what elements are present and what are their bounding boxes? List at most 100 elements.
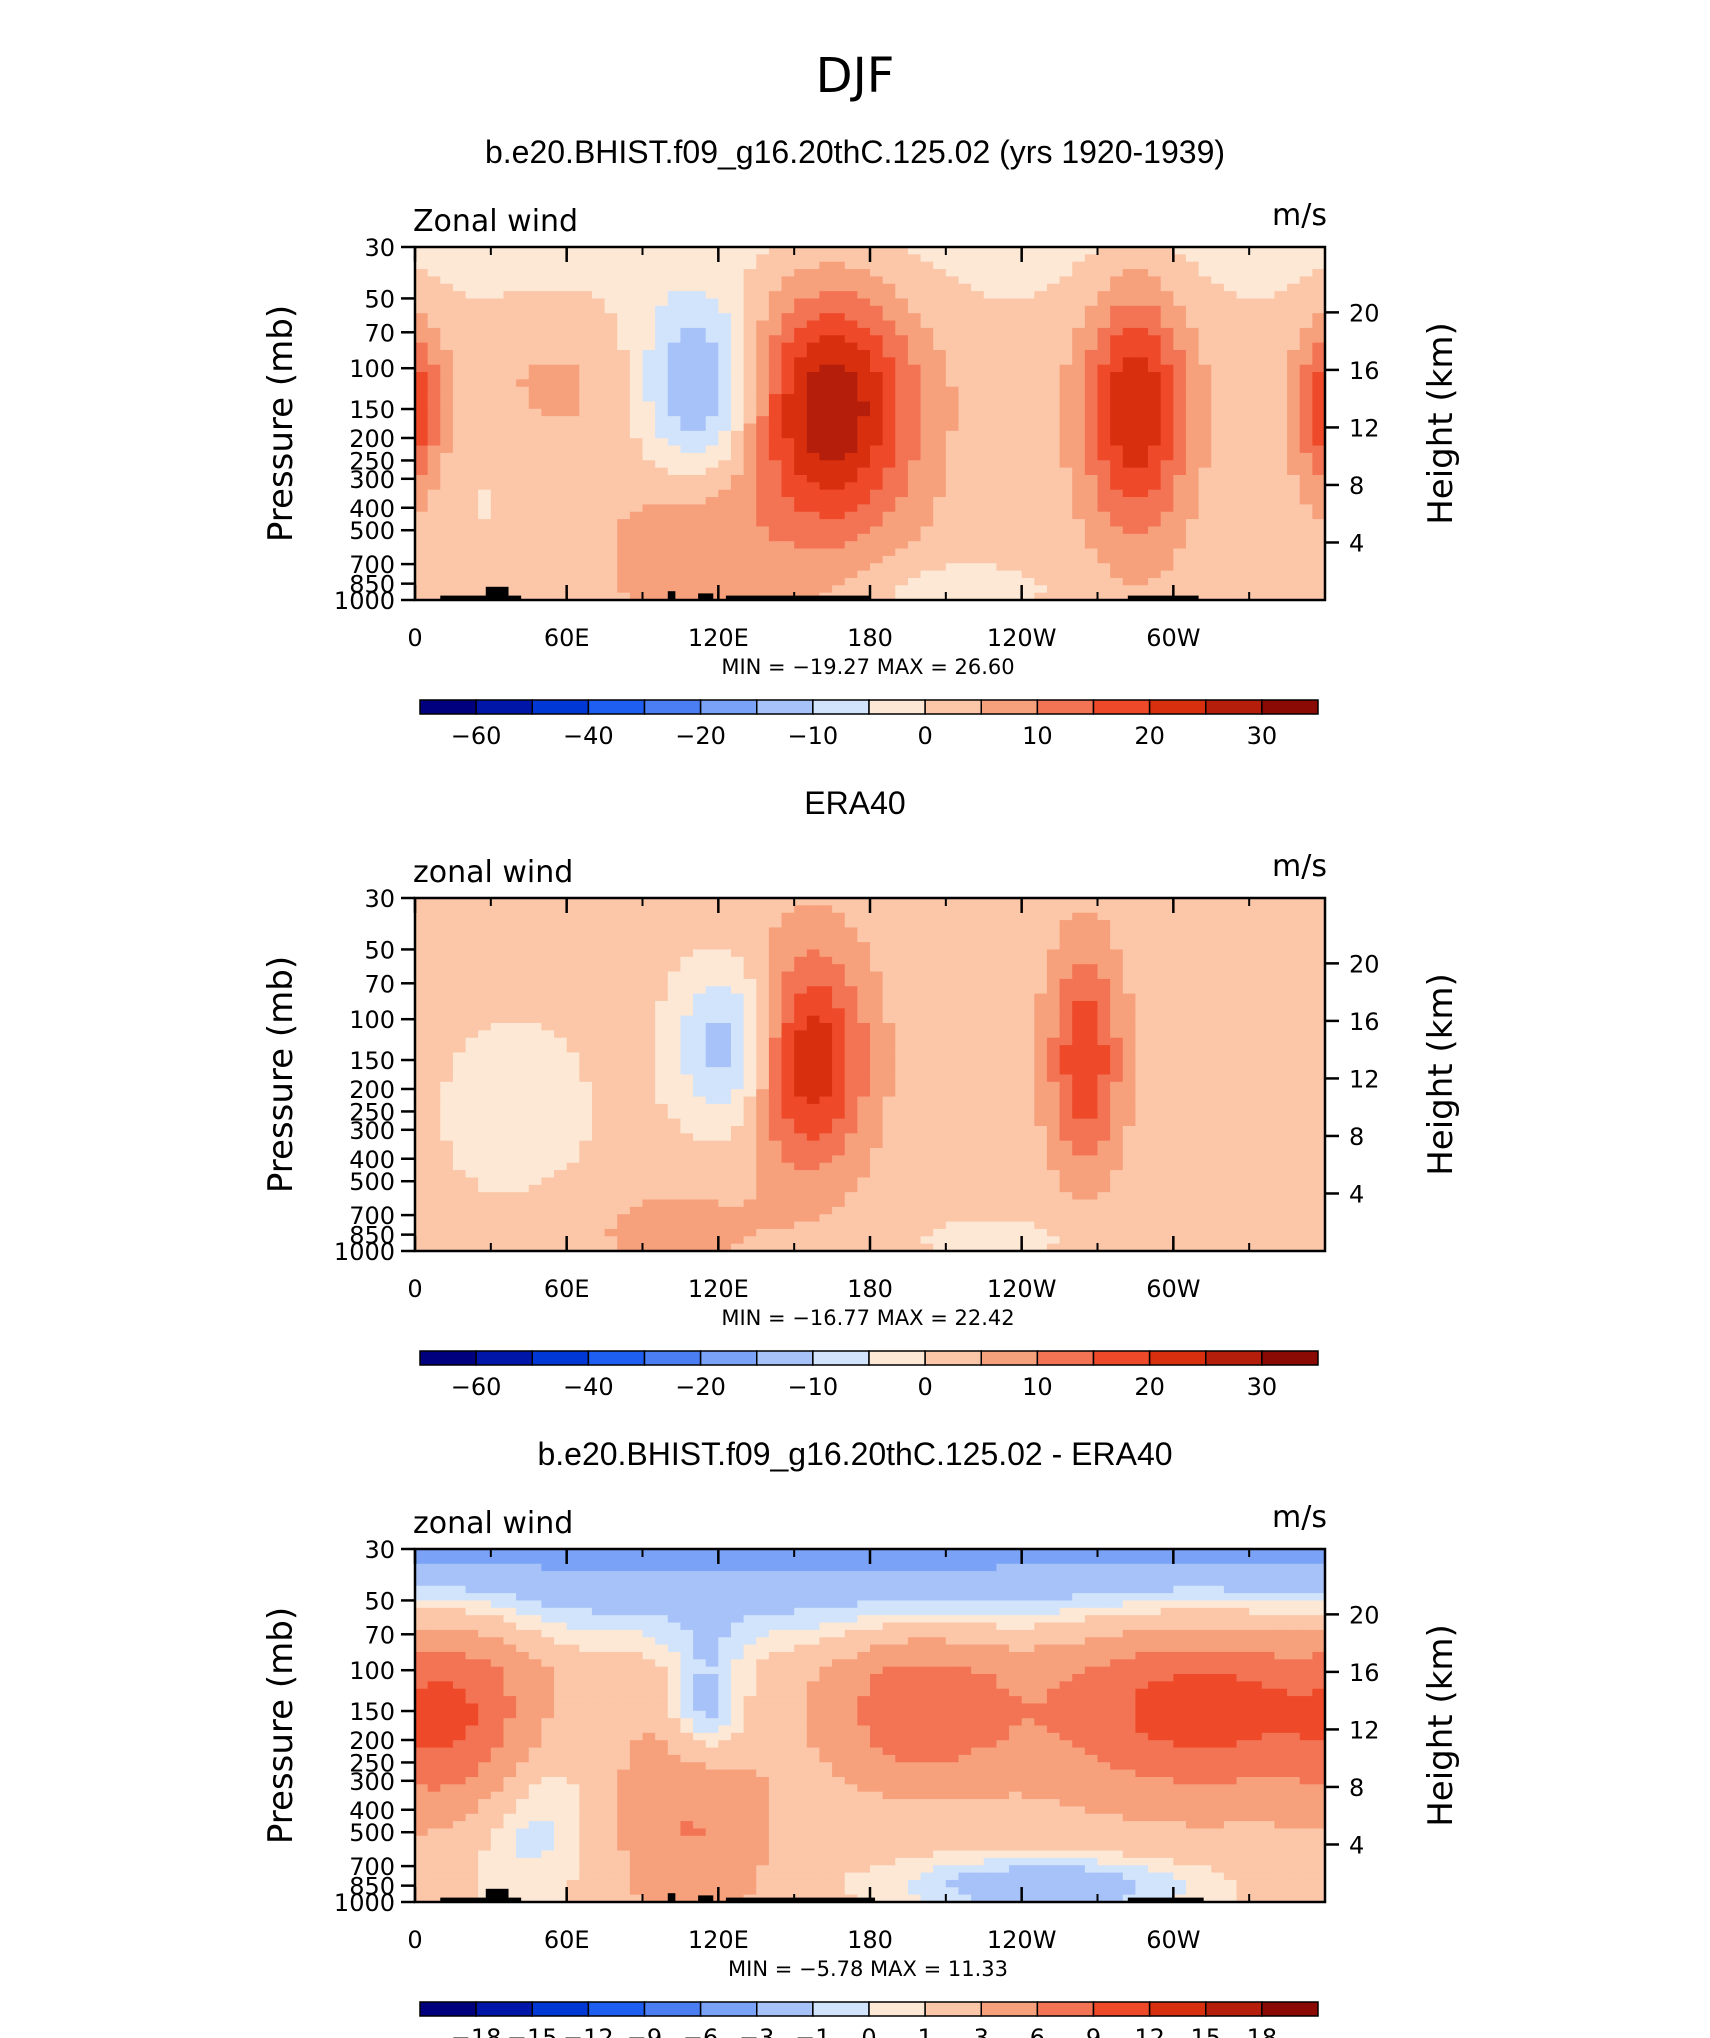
- field-cell: [503, 489, 517, 498]
- field-cell: [1236, 1008, 1250, 1017]
- colorbar-box: [531, 699, 590, 715]
- field-cell: [996, 1023, 1010, 1031]
- field-cell: [1236, 357, 1250, 366]
- field-cell: [730, 949, 745, 958]
- field-cell: [857, 978, 871, 987]
- field-cell: [1223, 291, 1238, 300]
- field-cell: [693, 291, 707, 300]
- field-cell: [1160, 335, 1174, 344]
- field-cell: [1198, 364, 1212, 373]
- field-cell: [452, 349, 467, 358]
- topography-mask: [667, 591, 676, 600]
- field-cell: [465, 1015, 479, 1024]
- field-cell: [794, 920, 808, 929]
- field-cell: [870, 460, 884, 469]
- field-cell: [554, 254, 568, 263]
- field-cell: [1299, 570, 1313, 579]
- field-cell: [1185, 474, 1200, 483]
- field-cell: [1274, 401, 1288, 410]
- field-cell: [629, 269, 644, 278]
- field-cell: [743, 912, 757, 921]
- field-cell: [1312, 563, 1326, 572]
- field-cell: [1261, 934, 1276, 943]
- field-cell: [870, 978, 884, 987]
- field-cell: [1072, 905, 1086, 914]
- field-cell: [781, 1015, 795, 1024]
- field-cell: [882, 570, 896, 579]
- field-cell: [895, 920, 909, 929]
- field-cell: [541, 934, 555, 943]
- field-cell: [895, 1008, 909, 1017]
- field-cell: [882, 504, 896, 513]
- field-cell: [945, 247, 960, 255]
- field-cell: [503, 956, 517, 965]
- field-cell: [870, 533, 884, 542]
- field-cell: [1097, 978, 1111, 987]
- field-cell: [1135, 320, 1149, 329]
- field-cell: [958, 489, 972, 498]
- field-cell: [617, 920, 631, 929]
- field-cell: [503, 408, 517, 417]
- y-tick-label: 150: [349, 396, 395, 424]
- field-cell: [667, 555, 682, 564]
- field-cell: [503, 445, 517, 454]
- field-cell: [1185, 526, 1200, 535]
- field-cell: [566, 956, 580, 965]
- field-cell: [680, 349, 694, 358]
- field-cell: [465, 438, 479, 447]
- colorbar-box: [980, 699, 1039, 715]
- field-cell: [844, 533, 858, 542]
- field-cell: [465, 416, 479, 425]
- field-cell: [819, 1023, 833, 1031]
- field-cell: [465, 956, 479, 965]
- field-cell: [1274, 254, 1288, 263]
- field-cell: [415, 519, 429, 528]
- field-cell: [1009, 357, 1023, 366]
- field-cell: [693, 474, 707, 483]
- field-cell: [440, 934, 454, 943]
- field-cell: [604, 497, 618, 505]
- field-cell: [1148, 467, 1162, 476]
- field-cell: [1287, 269, 1301, 278]
- field-cell: [920, 276, 934, 285]
- field-cell: [832, 291, 846, 300]
- field-cell: [440, 497, 454, 505]
- field-cell: [440, 533, 454, 542]
- field-cell: [1046, 927, 1061, 936]
- field-cell: [579, 555, 593, 564]
- field-cell: [1261, 364, 1276, 373]
- field-cell: [705, 269, 719, 278]
- field-cell: [554, 430, 568, 439]
- field-cell: [1261, 313, 1276, 322]
- y-tick-label: 700: [349, 551, 395, 579]
- field-cell: [857, 416, 871, 425]
- field-cell: [958, 1000, 972, 1009]
- field-cell: [882, 949, 896, 958]
- field-cell: [1299, 927, 1313, 936]
- field-cell: [870, 320, 884, 329]
- field-cell: [478, 283, 492, 292]
- field-cell: [478, 898, 492, 906]
- field-cell: [768, 504, 783, 513]
- field-cell: [882, 555, 896, 564]
- field-cell: [503, 438, 517, 447]
- field-cell: [667, 964, 682, 973]
- y2-tick-label: 20: [1349, 299, 1380, 327]
- field-cell: [870, 986, 884, 995]
- field-cell: [1084, 978, 1099, 987]
- field-cell: [629, 408, 644, 417]
- field-cell: [1009, 467, 1023, 476]
- field-cell: [554, 305, 568, 314]
- field-cell: [996, 379, 1010, 388]
- field-cell: [427, 364, 441, 373]
- field-cell: [933, 372, 947, 380]
- field-cell: [705, 474, 719, 483]
- field-cell: [832, 993, 846, 1002]
- field-cell: [1072, 379, 1086, 388]
- field-cell: [1236, 379, 1250, 388]
- field-cell: [983, 269, 997, 278]
- field-cell: [1312, 467, 1326, 476]
- field-cell: [693, 386, 707, 395]
- field-cell: [730, 342, 745, 351]
- field-cell: [933, 430, 947, 439]
